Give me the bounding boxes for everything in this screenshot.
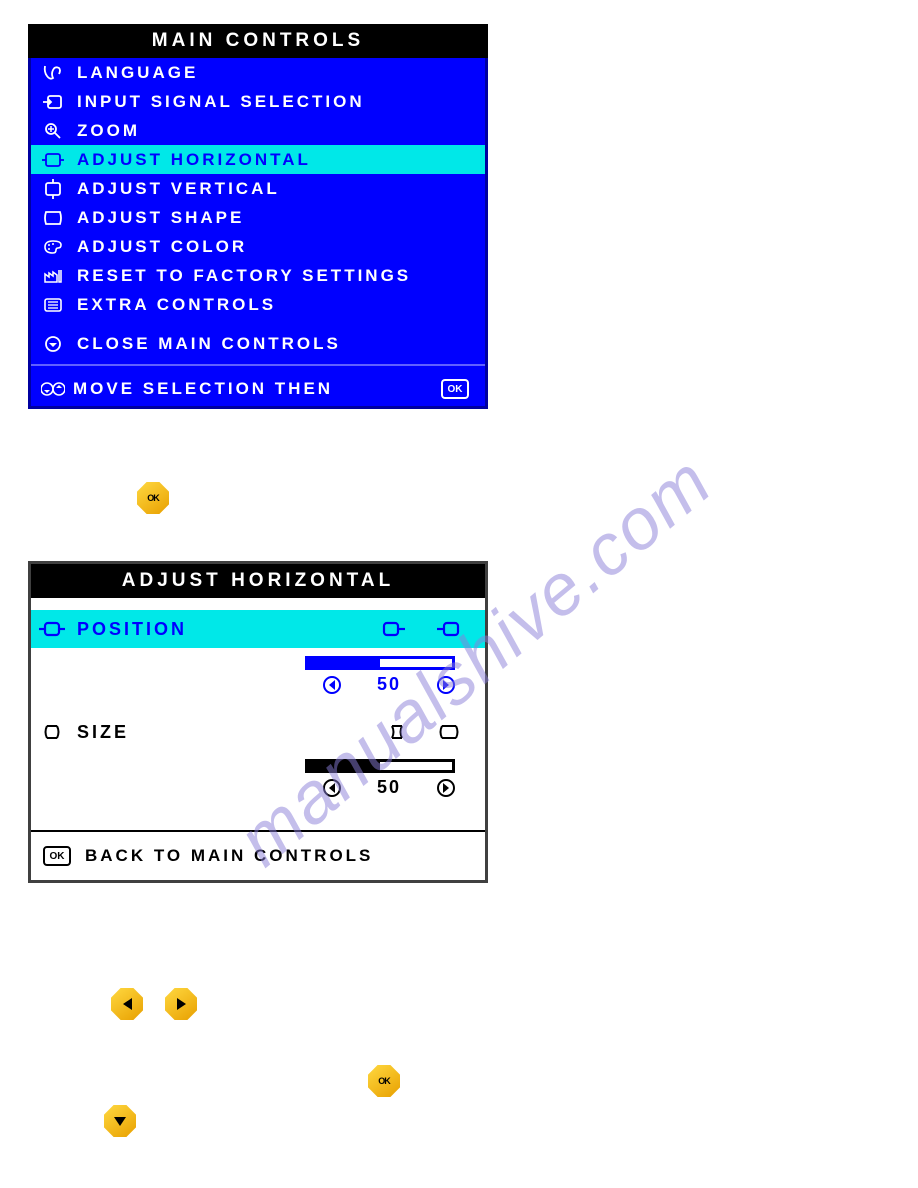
position-row[interactable]: POSITION (31, 610, 485, 648)
menu-label: ADJUST HORIZONTAL (77, 150, 311, 170)
right-button[interactable] (165, 988, 197, 1020)
nav-arrows-icon (39, 378, 67, 400)
menu-divider (31, 364, 485, 366)
position-decrease-button[interactable] (323, 676, 341, 694)
position-value: 50 (369, 674, 409, 695)
menu-label: RESET TO FACTORY SETTINGS (77, 266, 411, 286)
position-slider-fill (308, 659, 380, 667)
size-row[interactable]: SIZE (31, 713, 485, 751)
position-slider-area: 50 (31, 648, 485, 713)
menu-item-adjust-shape[interactable]: ADJUST SHAPE (31, 203, 485, 232)
adjust-horizontal-title: ADJUST HORIZONTAL (31, 564, 485, 598)
size-icon (39, 723, 65, 741)
menu-footer: MOVE SELECTION THEN OK (31, 372, 485, 406)
menu-label: ADJUST COLOR (77, 237, 247, 257)
factory-icon (39, 265, 67, 287)
position-variant-icons (381, 620, 461, 638)
menu-label: ADJUST SHAPE (77, 208, 244, 228)
main-controls-title: MAIN CONTROLS (28, 24, 488, 58)
size-slider-area: 50 (31, 751, 485, 816)
menu-item-extra-controls[interactable]: EXTRA CONTROLS (31, 290, 485, 319)
size-decrease-button[interactable] (323, 779, 341, 797)
adjust-shape-icon (39, 207, 67, 229)
position-slider-track (305, 656, 455, 670)
position-label: POSITION (77, 619, 187, 640)
menu-item-language[interactable]: LANGUAGE (31, 58, 485, 87)
ok-button[interactable]: OK (137, 482, 169, 514)
menu-label: EXTRA CONTROLS (77, 295, 276, 315)
menu-item-adjust-color[interactable]: ADJUST COLOR (31, 232, 485, 261)
adjust-vertical-icon (39, 178, 67, 200)
magnifier-icon (39, 120, 67, 142)
menu-label: INPUT SIGNAL SELECTION (77, 92, 365, 112)
size-label: SIZE (77, 722, 129, 743)
footer-label: MOVE SELECTION THEN (73, 379, 333, 399)
menu-item-adjust-vertical[interactable]: ADJUST VERTICAL (31, 174, 485, 203)
main-controls-body: LANGUAGE INPUT SIGNAL SELECTION ZOOM ADJ… (28, 58, 488, 409)
size-variant-icons (385, 723, 461, 741)
menu-item-zoom[interactable]: ZOOM (31, 116, 485, 145)
adjust-horizontal-icon (39, 149, 67, 171)
back-label: BACK TO MAIN CONTROLS (85, 846, 373, 866)
main-controls-panel: MAIN CONTROLS LANGUAGE INPUT SIGNAL SELE… (28, 24, 488, 409)
left-arrow-icon (123, 998, 132, 1010)
right-arrow-icon (177, 998, 186, 1010)
size-value: 50 (369, 777, 409, 798)
ok-button-label: OK (378, 1076, 390, 1086)
menu-item-adjust-horizontal[interactable]: ADJUST HORIZONTAL (31, 145, 485, 174)
ok-box-icon: OK (441, 379, 469, 399)
list-icon (39, 294, 67, 316)
menu-item-factory-reset[interactable]: RESET TO FACTORY SETTINGS (31, 261, 485, 290)
menu-label: CLOSE MAIN CONTROLS (77, 334, 341, 354)
position-icon (39, 620, 65, 638)
ok-button[interactable]: OK (368, 1065, 400, 1097)
size-slider-track (305, 759, 455, 773)
ok-box-icon: OK (43, 846, 71, 866)
menu-label: ZOOM (77, 121, 140, 141)
menu-item-input-signal[interactable]: INPUT SIGNAL SELECTION (31, 87, 485, 116)
speech-icon (39, 62, 67, 84)
size-increase-button[interactable] (437, 779, 455, 797)
palette-icon (39, 236, 67, 258)
input-icon (39, 91, 67, 113)
menu-item-close[interactable]: CLOSE MAIN CONTROLS (31, 329, 485, 358)
back-row[interactable]: OK BACK TO MAIN CONTROLS (31, 832, 485, 880)
down-button[interactable] (104, 1105, 136, 1137)
size-slider-fill (308, 762, 380, 770)
menu-label: ADJUST VERTICAL (77, 179, 280, 199)
close-down-icon (39, 333, 67, 355)
position-increase-button[interactable] (437, 676, 455, 694)
left-button[interactable] (111, 988, 143, 1020)
menu-label: LANGUAGE (77, 63, 198, 83)
down-arrow-icon (114, 1117, 126, 1126)
adjust-horizontal-panel: ADJUST HORIZONTAL POSITION 50 (28, 561, 488, 883)
ok-button-label: OK (147, 493, 159, 503)
